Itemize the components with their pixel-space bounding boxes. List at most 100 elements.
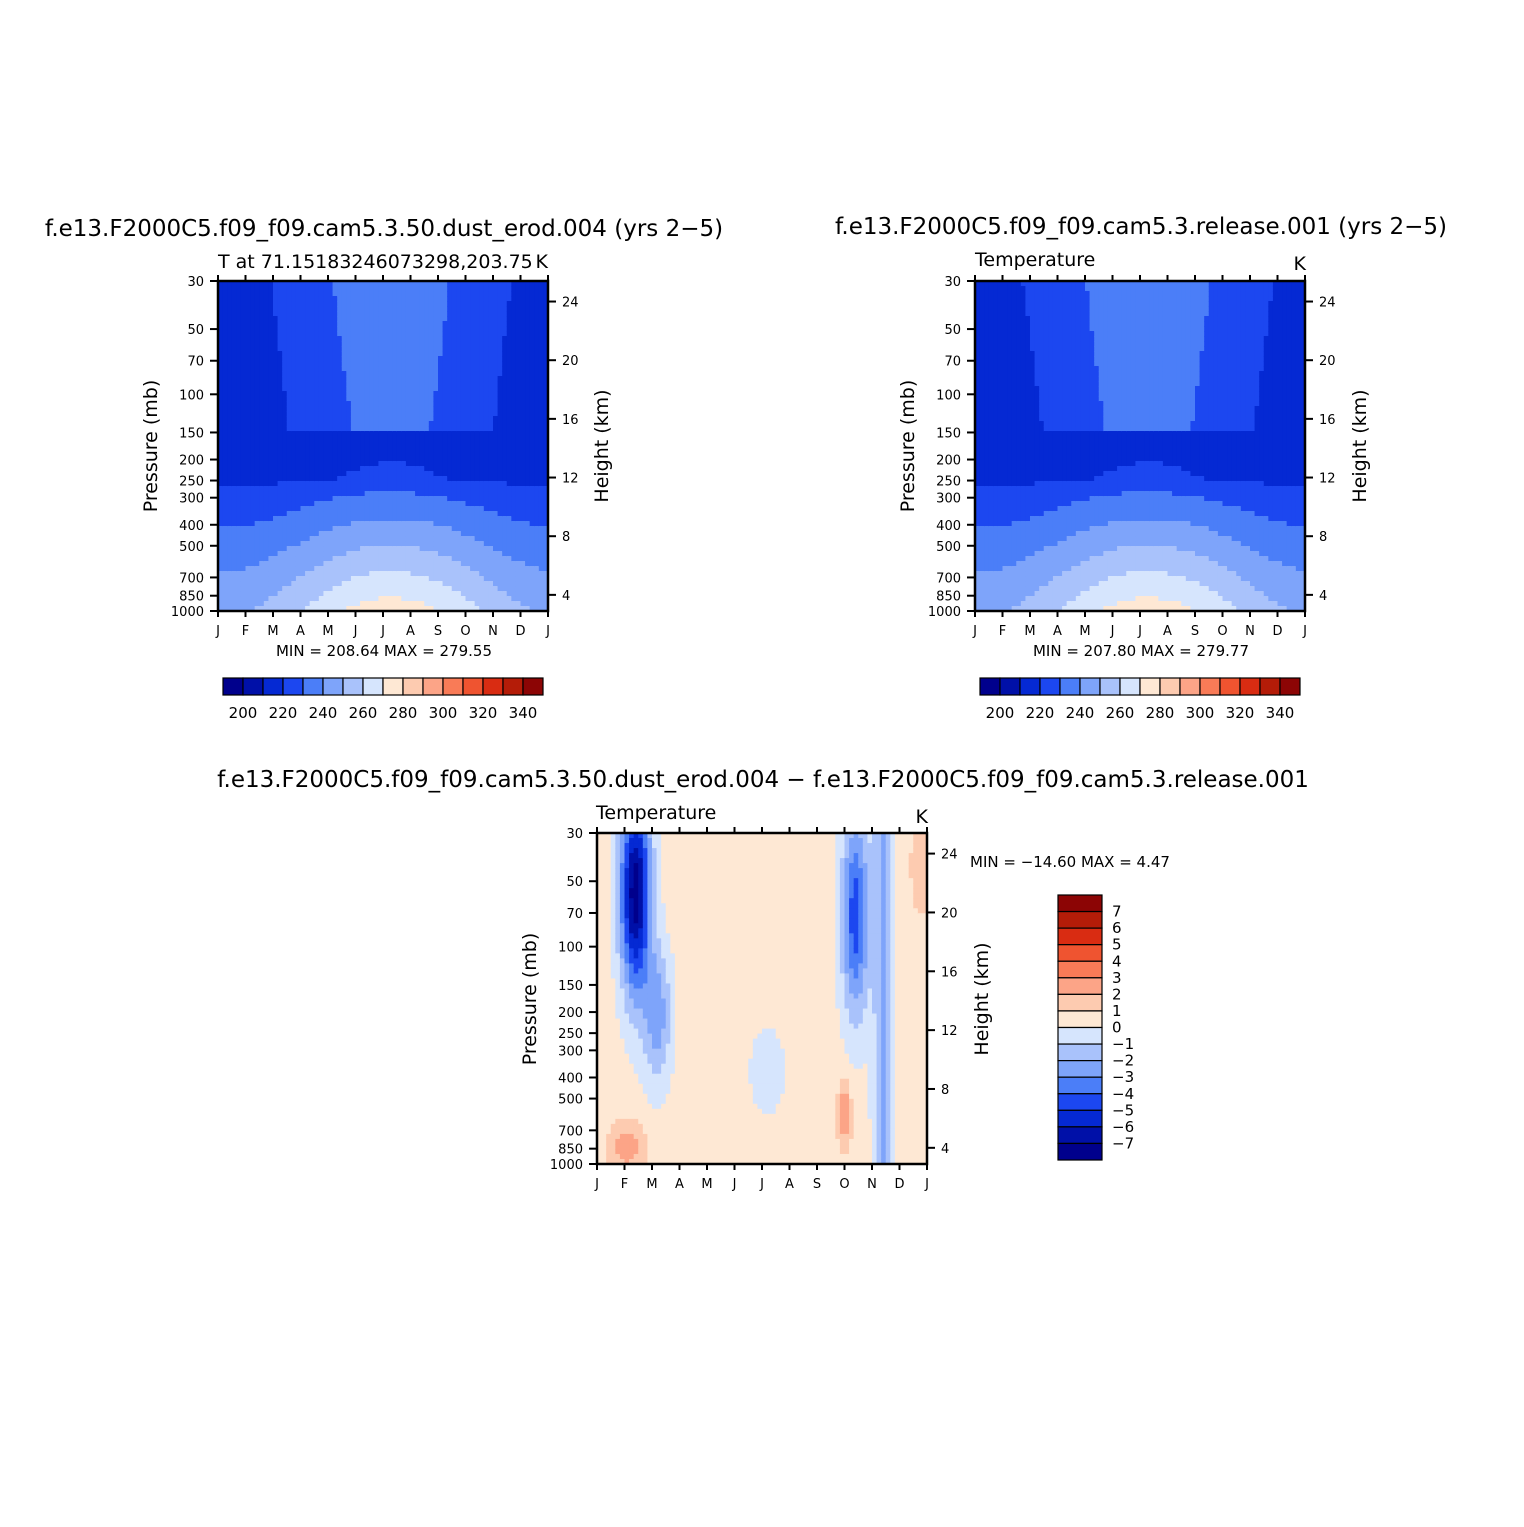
- contour-cell: [323, 546, 329, 552]
- contour-cell: [236, 446, 242, 452]
- contour-cell: [488, 286, 494, 292]
- contour-cell: [341, 561, 347, 567]
- contour-cell: [300, 411, 306, 417]
- contour-cell: [515, 486, 522, 492]
- contour-cell: [245, 481, 251, 487]
- contour-cell: [520, 321, 526, 327]
- contour-cell: [525, 476, 531, 482]
- contour-cell: [364, 316, 370, 322]
- contour-cell: [470, 586, 476, 592]
- contour-cell: [442, 286, 448, 292]
- contour-cell: [300, 421, 306, 427]
- contour-cell: [520, 406, 526, 412]
- contour-cell: [396, 591, 402, 597]
- contour-cell: [295, 316, 302, 322]
- contour-cell: [300, 551, 306, 557]
- contour-cell: [323, 471, 329, 477]
- panel2-title: f.e13.F2000C5.f09_f09.cam5.3.release.001…: [835, 214, 1447, 240]
- contour-cell: [328, 406, 334, 412]
- contour-cell: [222, 326, 228, 332]
- contour-cell: [387, 576, 393, 582]
- contour-cell: [383, 441, 389, 447]
- contour-cell: [415, 571, 421, 577]
- contour-cell: [236, 361, 242, 367]
- contour-cell: [364, 606, 370, 612]
- contour-cell: [515, 331, 522, 337]
- contour-cell: [493, 491, 499, 497]
- contour-cell: [433, 591, 439, 597]
- contour-cell: [295, 296, 302, 302]
- contour-cell: [360, 301, 366, 307]
- contour-cell: [419, 486, 425, 492]
- contour-cell: [465, 401, 471, 407]
- contour-cell: [286, 321, 292, 327]
- contour-cell: [295, 421, 302, 427]
- contour-cell: [442, 416, 448, 422]
- contour-cell: [355, 476, 361, 482]
- contour-cell: [227, 461, 233, 467]
- contour-cell: [520, 581, 526, 587]
- contour-cell: [254, 556, 260, 562]
- contour-cell: [387, 516, 393, 522]
- contour-cell: [341, 591, 347, 597]
- contour-cell: [515, 596, 522, 602]
- contour-cell: [364, 281, 370, 287]
- contour-cell: [396, 281, 402, 287]
- contour-cell: [222, 451, 228, 457]
- contour-cell: [373, 586, 380, 592]
- contour-cell: [534, 591, 540, 597]
- contour-cell: [392, 556, 398, 562]
- contour-cell: [525, 296, 531, 302]
- contour-cell: [401, 491, 407, 497]
- contour-cell: [515, 376, 522, 382]
- contour-cell: [378, 531, 384, 537]
- contour-cell: [364, 506, 370, 512]
- colorbar-label: 200: [229, 704, 258, 722]
- contour-cell: [341, 541, 347, 547]
- contour-cell: [318, 516, 325, 522]
- contour-cell: [314, 436, 320, 442]
- contour-cell: [511, 556, 517, 562]
- contour-cell: [538, 376, 545, 382]
- contour-cell: [350, 541, 357, 547]
- contour-cell: [355, 551, 361, 557]
- contour-cell: [295, 356, 302, 362]
- contour-cell: [479, 566, 485, 572]
- contour-cell: [502, 381, 508, 387]
- contour-cell: [236, 326, 242, 332]
- contour-cell: [497, 331, 503, 337]
- contour-cell: [245, 561, 251, 567]
- contour-cell: [465, 471, 471, 477]
- contour-cell: [515, 461, 522, 467]
- contour-cell: [465, 491, 471, 497]
- contour-cell: [401, 551, 407, 557]
- contour-cell: [277, 426, 283, 432]
- contour-cell: [515, 396, 522, 402]
- contour-cell: [493, 336, 499, 342]
- contour-cell: [975, 461, 981, 467]
- contour-cell: [286, 326, 292, 332]
- contour-cell: [231, 471, 237, 477]
- contour-cell: [314, 456, 320, 462]
- contour-cell: [218, 401, 224, 407]
- contour-cell: [236, 511, 242, 517]
- contour-cell: [456, 281, 462, 287]
- contour-cell: [273, 436, 279, 442]
- contour-cell: [488, 516, 494, 522]
- contour-cell: [383, 526, 389, 532]
- contour-cell: [419, 451, 425, 457]
- contour-cell: [332, 346, 338, 352]
- contour-cell: [401, 281, 407, 287]
- contour-cell: [502, 291, 508, 297]
- contour-cell: [227, 421, 233, 427]
- contour-cell: [277, 366, 283, 372]
- contour-cell: [438, 471, 444, 477]
- contour-cell: [520, 526, 526, 532]
- contour-cell: [337, 466, 343, 472]
- contour-cell: [323, 571, 329, 577]
- contour-cell: [305, 371, 311, 377]
- contour-cell: [218, 531, 224, 537]
- contour-cell: [483, 351, 490, 357]
- contour-cell: [369, 456, 375, 462]
- contour-cell: [286, 556, 292, 562]
